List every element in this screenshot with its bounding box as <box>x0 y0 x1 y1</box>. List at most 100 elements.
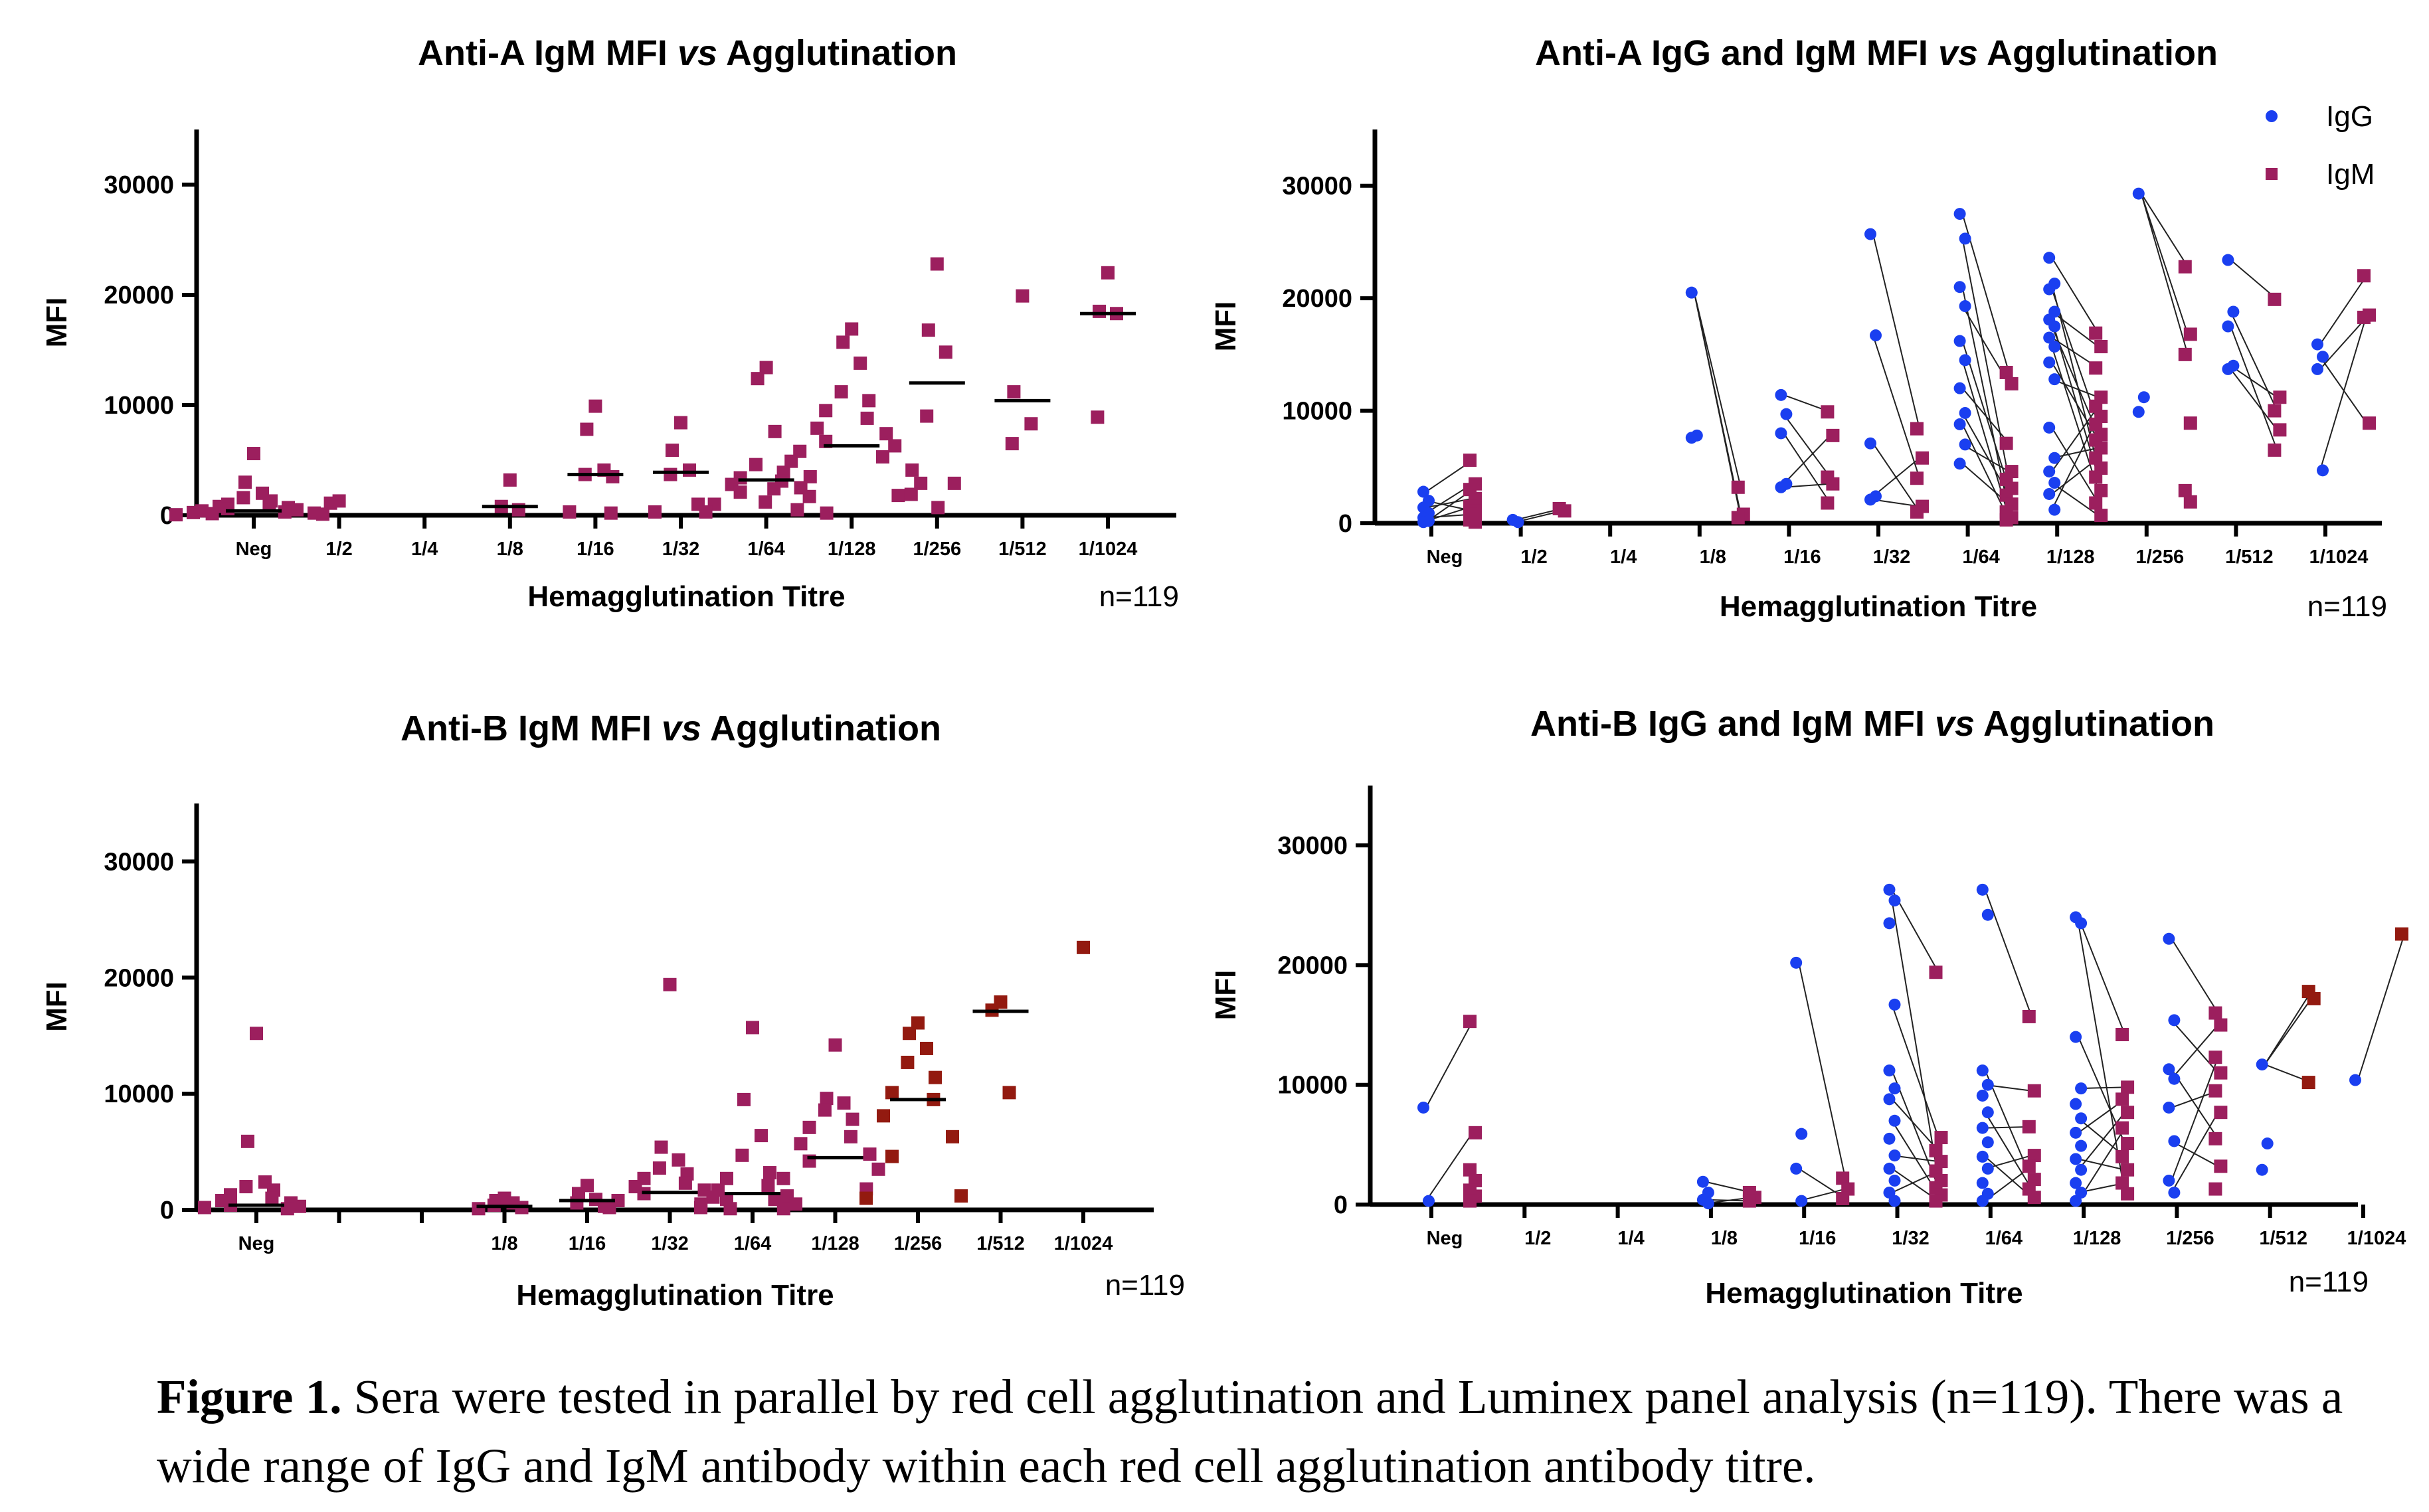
data-point <box>790 503 804 517</box>
data-point <box>1934 1131 1948 1145</box>
y-axis-label: MFI <box>1210 970 1242 1021</box>
data-point <box>1696 1175 1709 1188</box>
y-tick-label: 20000 <box>104 964 174 992</box>
data-point <box>1959 300 1971 313</box>
data-point <box>1976 1195 1989 1207</box>
data-point <box>759 361 773 375</box>
data-point <box>2222 363 2234 375</box>
data-point <box>1731 480 1745 494</box>
series-igg <box>1417 883 2361 1210</box>
data-point <box>733 485 747 499</box>
data-point <box>2163 1101 2175 1114</box>
figure-caption: Figure 1. Sera were tested in parallel b… <box>157 1363 2402 1501</box>
data-point <box>1976 1177 1989 1189</box>
data-point <box>914 476 928 490</box>
data-point <box>1953 458 1966 470</box>
data-point <box>654 1140 668 1154</box>
data-point <box>1976 1122 1989 1134</box>
data-point <box>221 502 234 516</box>
legend-igg-label: IgG <box>2326 100 2373 133</box>
data-point <box>1790 956 1803 969</box>
data-point <box>1821 405 1835 419</box>
data-point <box>1702 1197 1714 1210</box>
chart-p4: Anti-B IgG and IgM MFI vs Agglutination 0… <box>1210 704 2408 1309</box>
data-point <box>879 427 893 441</box>
x-tick-label: 1/32 <box>651 1233 688 1254</box>
data-point <box>954 1189 968 1203</box>
n-label: n=119 <box>2307 590 2387 623</box>
data-point <box>2311 363 2323 375</box>
x-axis-label: Hemagglutination Titre <box>516 1279 834 1311</box>
data-point <box>2178 260 2192 274</box>
pair-line <box>2078 923 2126 1194</box>
data-point <box>2395 927 2408 941</box>
y-tick-label: 0 <box>1338 510 1352 538</box>
data-point <box>241 1134 254 1148</box>
y-tick-label: 30000 <box>104 848 174 876</box>
data-point <box>2349 1074 2361 1086</box>
pair-line <box>2230 326 2278 451</box>
pair-line <box>1693 292 1742 488</box>
data-point <box>1999 365 2013 379</box>
data-point <box>2132 406 2145 418</box>
data-point <box>169 508 183 522</box>
data-point <box>876 450 889 464</box>
data-point <box>672 1153 685 1167</box>
series-igm <box>1463 260 2376 529</box>
data-point <box>947 476 961 490</box>
data-point <box>844 1130 857 1143</box>
median-lines <box>226 311 1136 513</box>
chart-title-part: vs <box>1935 704 1975 744</box>
x-tick-label: 1/512 <box>2259 1228 2307 1249</box>
data-point <box>885 1149 899 1163</box>
pair-line <box>1783 432 1831 504</box>
caption-label: Figure 1. <box>157 1370 342 1424</box>
x-tick-label: 1/16 <box>569 1233 606 1254</box>
data-point <box>2075 917 2088 930</box>
x-tick-label: 1/64 <box>1985 1228 2023 1249</box>
data-point <box>674 416 687 430</box>
chart-title-part: Anti-B IgG and IgM MFI <box>1530 704 1935 744</box>
x-tick-label: 1/64 <box>734 1233 771 1254</box>
pair-line <box>1984 1112 2032 1190</box>
data-point <box>2357 310 2371 324</box>
data-point <box>2268 404 2282 418</box>
pair-line <box>2319 317 2367 370</box>
data-point <box>2163 1174 2175 1187</box>
data-point <box>2317 464 2329 477</box>
data-point <box>1888 1195 1901 1207</box>
data-point <box>2048 477 2061 489</box>
pair-line <box>2319 275 2367 345</box>
data-point <box>1742 1194 1756 1208</box>
chart-title: Anti-B IgM MFI vs Agglutination <box>401 709 941 748</box>
data-point <box>2163 1063 2175 1076</box>
data-point <box>2208 1006 2222 1020</box>
data-point <box>250 1027 263 1041</box>
data-point <box>776 1171 790 1185</box>
data-point <box>802 1120 816 1134</box>
data-point <box>1916 451 1929 465</box>
data-point <box>2121 1187 2135 1201</box>
data-point <box>2089 361 2103 375</box>
series-igm <box>169 257 1123 522</box>
data-point <box>749 458 763 471</box>
data-point <box>664 467 677 481</box>
x-tick-label: 1/1024 <box>1054 1233 1113 1254</box>
n-label: n=119 <box>1099 580 1179 613</box>
data-point <box>2115 1149 2129 1163</box>
data-point <box>1883 917 1896 930</box>
chart-title-part: Anti-A IgM MFI <box>418 33 677 73</box>
chart-title-part: vs <box>677 33 717 73</box>
series-igm <box>2301 927 2408 1090</box>
y-tick-label: 0 <box>160 1197 174 1224</box>
data-point <box>1469 515 1482 529</box>
x-tick-label: 1/16 <box>1783 546 1821 568</box>
data-point <box>2256 1058 2268 1071</box>
data-point <box>2075 1139 2088 1152</box>
x-tick-label: 1/256 <box>894 1233 943 1254</box>
data-point <box>1883 1132 1896 1145</box>
data-point <box>1883 883 1896 896</box>
data-point <box>930 257 944 271</box>
data-point <box>1836 1191 1850 1205</box>
x-tick-label: 1/4 <box>1617 1228 1644 1249</box>
